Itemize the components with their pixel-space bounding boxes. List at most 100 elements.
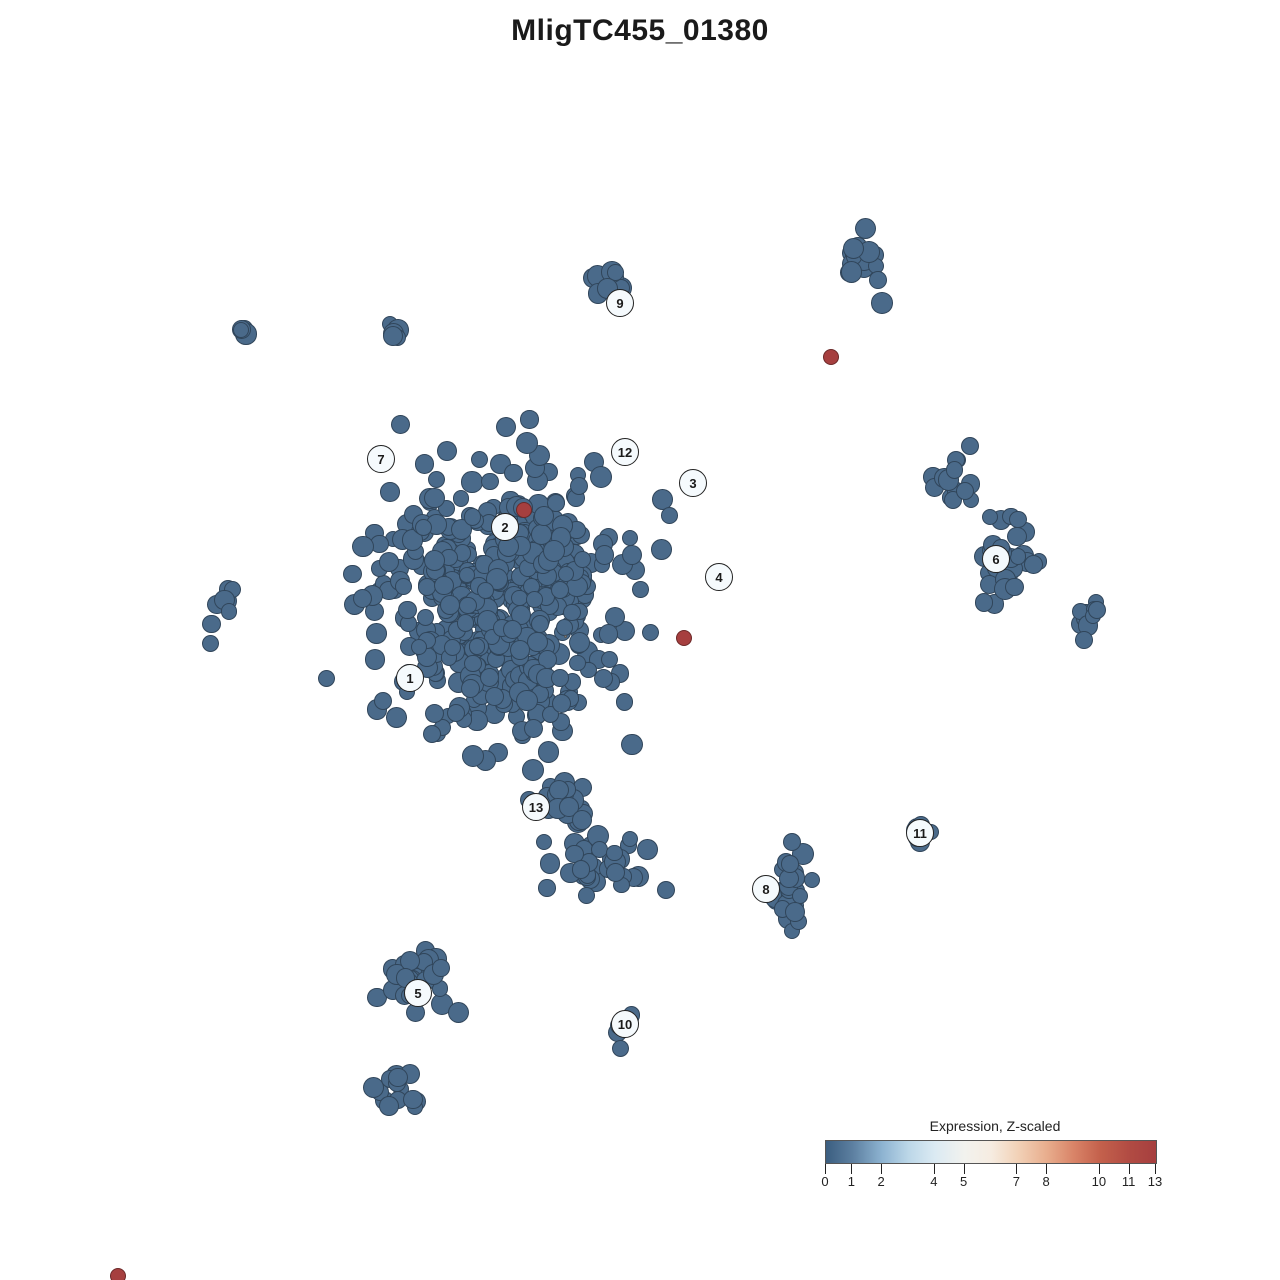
gene-cell-point-87[interactable] bbox=[642, 624, 659, 641]
gene-cell-point-420[interactable] bbox=[516, 432, 538, 454]
gene-cell-point-636[interactable] bbox=[781, 855, 798, 872]
gene-cell-point-536[interactable] bbox=[871, 292, 893, 314]
gene-cell-point-758[interactable] bbox=[202, 635, 219, 652]
gene-cell-point-492[interactable] bbox=[661, 507, 678, 524]
gene-cell-point-356[interactable] bbox=[464, 655, 481, 672]
gene-cell-point-752[interactable] bbox=[606, 863, 625, 882]
gene-cell-point-390[interactable] bbox=[462, 745, 484, 767]
cluster-label-7[interactable]: 7 bbox=[367, 445, 395, 473]
cluster-label-4[interactable]: 4 bbox=[705, 563, 733, 591]
gene-cell-point-447[interactable] bbox=[531, 615, 549, 633]
gene-cell-point-746[interactable] bbox=[637, 839, 658, 860]
gene-cell-point-500[interactable] bbox=[480, 668, 499, 687]
gene-cell-point-313[interactable] bbox=[437, 441, 457, 461]
gene-cell-point-505[interactable] bbox=[510, 640, 530, 660]
cluster-label-1[interactable]: 1 bbox=[396, 664, 424, 692]
gene-cell-point-426[interactable] bbox=[395, 578, 412, 595]
gene-cell-point-361[interactable] bbox=[457, 614, 474, 631]
cluster-label-13[interactable]: 13 bbox=[522, 793, 550, 821]
gene-cell-point-508[interactable] bbox=[461, 679, 480, 698]
gene-cell-point-633[interactable] bbox=[785, 902, 805, 922]
gene-cell-point-352[interactable] bbox=[453, 490, 469, 506]
gene-cell-point-673[interactable] bbox=[432, 959, 450, 977]
gene-cell-point-498[interactable] bbox=[485, 687, 504, 706]
gene-cell-point-599[interactable] bbox=[961, 437, 979, 455]
gene-cell-point-485[interactable] bbox=[552, 694, 571, 713]
gene-cell-point-487[interactable] bbox=[534, 506, 554, 526]
gene-cell-point-517[interactable] bbox=[477, 582, 494, 599]
gene-cell-point-433[interactable] bbox=[374, 692, 393, 711]
gene-cell-point-575[interactable] bbox=[1024, 555, 1043, 574]
cluster-label-8[interactable]: 8 bbox=[752, 875, 780, 903]
gene-cell-point-highlight-0[interactable] bbox=[823, 349, 839, 365]
gene-cell-point-760[interactable] bbox=[202, 615, 220, 633]
gene-cell-point-687[interactable] bbox=[388, 1068, 408, 1088]
gene-cell-point-512[interactable] bbox=[411, 639, 427, 655]
gene-cell-point-314[interactable] bbox=[538, 741, 559, 762]
gene-cell-point-239[interactable] bbox=[632, 581, 649, 598]
gene-cell-point-230[interactable] bbox=[461, 471, 482, 492]
gene-cell-point-highlight-2[interactable] bbox=[676, 630, 692, 646]
gene-cell-point-highlight-3[interactable] bbox=[110, 1268, 126, 1280]
gene-cell-point-731[interactable] bbox=[578, 887, 595, 904]
gene-cell-point-671[interactable] bbox=[448, 1002, 469, 1023]
gene-cell-point-501[interactable] bbox=[464, 508, 481, 525]
gene-cell-point-159[interactable] bbox=[471, 451, 488, 468]
gene-cell-point-30[interactable] bbox=[496, 417, 516, 437]
gene-cell-point-483[interactable] bbox=[469, 638, 485, 654]
gene-cell-point-38[interactable] bbox=[520, 410, 538, 428]
gene-cell-point-469[interactable] bbox=[563, 604, 580, 621]
gene-cell-point-459[interactable] bbox=[440, 595, 460, 615]
gene-cell-point-tiny-marker[interactable] bbox=[564, 635, 567, 638]
gene-cell-point-481[interactable] bbox=[434, 576, 454, 596]
gene-cell-point-515[interactable] bbox=[570, 477, 588, 495]
gene-cell-point-463[interactable] bbox=[616, 693, 633, 710]
gene-cell-point-728[interactable] bbox=[536, 834, 552, 850]
gene-cell-point-396[interactable] bbox=[569, 655, 586, 672]
gene-cell-point-533[interactable] bbox=[869, 271, 887, 289]
gene-cell-point-25[interactable] bbox=[365, 649, 386, 670]
gene-cell-point-580[interactable] bbox=[1010, 548, 1026, 564]
gene-cell-point-750[interactable] bbox=[606, 845, 622, 861]
gene-cell-point-119[interactable] bbox=[621, 734, 642, 755]
gene-cell-point-highlight-1[interactable] bbox=[516, 502, 532, 518]
gene-cell-point-514[interactable] bbox=[569, 632, 590, 653]
gene-cell-point-104[interactable] bbox=[386, 707, 407, 728]
gene-cell-point-610[interactable] bbox=[946, 461, 963, 478]
gene-cell-point-759[interactable] bbox=[221, 603, 238, 620]
gene-cell-point-635[interactable] bbox=[804, 872, 820, 888]
cluster-label-10[interactable]: 10 bbox=[611, 1010, 639, 1038]
gene-cell-point-718[interactable] bbox=[657, 881, 675, 899]
gene-cell-point-488[interactable] bbox=[526, 591, 543, 608]
gene-cell-point-489[interactable] bbox=[551, 669, 569, 687]
gene-cell-point-2[interactable] bbox=[428, 471, 445, 488]
gene-cell-point-585[interactable] bbox=[1005, 578, 1023, 596]
gene-cell-point-683[interactable] bbox=[379, 1096, 399, 1116]
cluster-label-12[interactable]: 12 bbox=[611, 438, 639, 466]
gene-cell-point-142[interactable] bbox=[391, 415, 410, 434]
gene-cell-point-203[interactable] bbox=[590, 466, 612, 488]
gene-cell-point-478[interactable] bbox=[459, 597, 476, 614]
gene-cell-point-684[interactable] bbox=[403, 1090, 423, 1110]
gene-cell-point-751[interactable] bbox=[572, 860, 590, 878]
gene-cell-point-579[interactable] bbox=[1007, 527, 1026, 546]
gene-cell-point-507[interactable] bbox=[353, 589, 372, 608]
gene-cell-point-523[interactable] bbox=[855, 218, 877, 240]
gene-cell-point-386[interactable] bbox=[424, 488, 445, 509]
gene-cell-point-596[interactable] bbox=[1088, 601, 1106, 619]
gene-cell-point-225[interactable] bbox=[343, 565, 361, 583]
gene-cell-point-234[interactable] bbox=[651, 539, 672, 560]
gene-cell-point-491[interactable] bbox=[574, 551, 591, 568]
gene-cell-point-357[interactable] bbox=[622, 530, 638, 546]
gene-cell-point-695[interactable] bbox=[612, 1040, 629, 1057]
cluster-label-6[interactable]: 6 bbox=[982, 545, 1010, 573]
gene-cell-point-532[interactable] bbox=[841, 261, 862, 282]
gene-cell-point-321[interactable] bbox=[556, 619, 573, 636]
gene-cell-point-577[interactable] bbox=[975, 593, 993, 611]
gene-cell-point-519[interactable] bbox=[543, 540, 565, 562]
gene-cell-point-474[interactable] bbox=[516, 690, 538, 712]
gene-cell-point-444[interactable] bbox=[527, 632, 548, 653]
gene-cell-point-506[interactable] bbox=[380, 482, 400, 502]
cluster-label-3[interactable]: 3 bbox=[679, 469, 707, 497]
gene-cell-point-475[interactable] bbox=[418, 578, 436, 596]
